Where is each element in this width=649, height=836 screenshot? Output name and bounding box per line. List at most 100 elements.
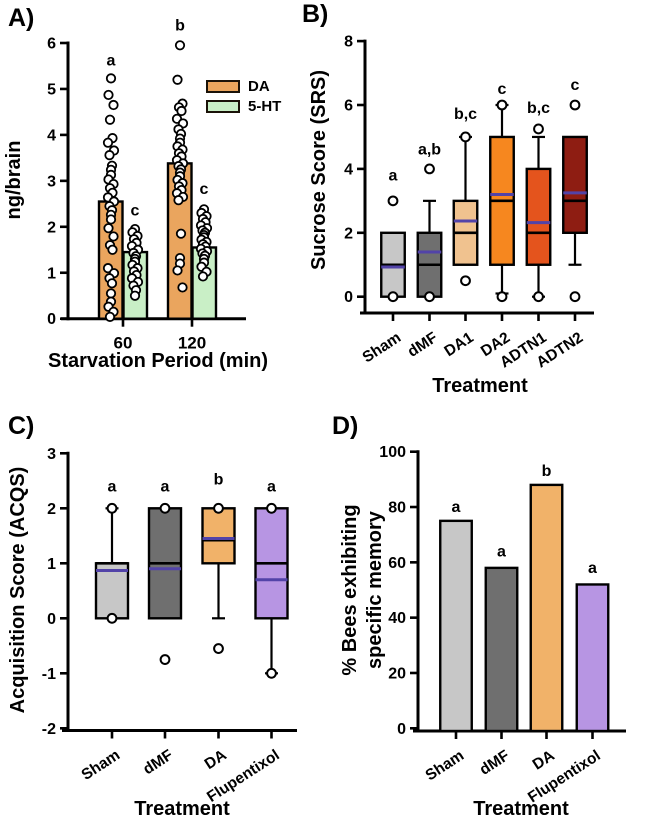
- outlier-point: [496, 99, 508, 111]
- box: [525, 167, 552, 266]
- y-tick-label: 5: [47, 81, 56, 98]
- outlier-point: [213, 643, 224, 654]
- x-tick-label: dMF: [140, 747, 176, 779]
- sig-letter: c: [571, 77, 580, 94]
- outlier-point: [533, 291, 544, 303]
- panel-b-xaxis-title: Treatment: [432, 375, 528, 397]
- y-tick-label: 6: [47, 36, 56, 53]
- x-tick-label: Sham: [423, 747, 468, 784]
- outlier-point: [106, 612, 118, 624]
- sig-letter: b,c: [454, 106, 477, 123]
- sig-letter: a: [452, 499, 461, 516]
- panel-c-letter: C): [8, 412, 35, 440]
- panel-c-yaxis-title: Acquisition Score (ACQS): [7, 466, 29, 714]
- panel-a-letter: A): [8, 4, 35, 32]
- x-tick-label: 60: [114, 334, 133, 353]
- legend-swatch-5ht: [206, 99, 240, 113]
- panel-c-xaxis-title: Treatment: [134, 798, 230, 820]
- scatter-point: [105, 73, 117, 84]
- y-tick-label: 1: [47, 265, 56, 282]
- scatter-point: [103, 89, 114, 101]
- outlier-point: [569, 99, 581, 111]
- y-tick-label: 20: [388, 665, 406, 682]
- panel-c: C) -2 -1 0 1 2 3 Sham dMF DA Flupentixol a a b a Acqu…: [0, 400, 330, 836]
- panel-b-yaxis-title: Sucrose Score (SRS): [308, 69, 330, 271]
- panel-d: D) 0 20 40 60 80 100 Sham dMF DA Flupentixol a a b a …: [330, 400, 649, 836]
- sig-letter: a: [389, 167, 398, 184]
- sig-letter: a: [497, 543, 506, 560]
- sig-letter: c: [200, 181, 209, 198]
- scatter-point: [129, 290, 141, 301]
- outlier-point: [213, 502, 224, 514]
- x-tick-label: DA: [530, 747, 558, 773]
- y-tick-label: 2: [47, 219, 56, 236]
- y-tick-label: 6: [344, 98, 353, 115]
- sig-letter: a: [107, 52, 116, 69]
- panel-d-yaxis-title: % Bees exhibiting specific memory: [339, 504, 386, 676]
- outlier-point: [266, 502, 277, 514]
- scatter-point: [176, 105, 187, 117]
- outlier-point: [159, 502, 171, 514]
- y-tick-label: 0: [47, 611, 56, 628]
- sig-letter: a: [161, 478, 170, 495]
- panel-a-xaxis-title: Starvation Period (min): [47, 350, 269, 372]
- legend-item-da: DA: [206, 76, 281, 96]
- scatter-point: [172, 265, 183, 276]
- y-tick-label: 0: [397, 721, 406, 738]
- scatter-point: [197, 271, 209, 282]
- y-tick-label: 2: [47, 501, 56, 518]
- sig-letter: a,b: [418, 142, 441, 159]
- x-tick-label: 120: [178, 334, 206, 353]
- sig-letter: a: [108, 478, 117, 495]
- outlier-point: [266, 667, 277, 679]
- bar: [575, 583, 610, 733]
- panel-b: B) 0 2 4 6 8 Sham dMF DA1 DA2 ADTN1 ADTN2 a a,b b,c c b…: [300, 0, 649, 400]
- scatter-point: [105, 214, 117, 225]
- scatter-point: [175, 228, 187, 239]
- outlier-point: [533, 123, 544, 135]
- outlier-point: [106, 502, 118, 514]
- panel-a-chart: 0 1 2 3 4 5 6 60 120 a b c c: [47, 18, 246, 353]
- x-tick-label: DA: [202, 747, 230, 773]
- y-tick-label: 4: [47, 127, 56, 144]
- scatter-point: [104, 311, 116, 322]
- scatter-point: [108, 99, 119, 111]
- y-tick-label: 0: [344, 289, 353, 306]
- outlier-point: [159, 654, 171, 665]
- scatter-point: [104, 114, 116, 125]
- x-tick-label: dMF: [405, 329, 441, 361]
- bar: [529, 483, 564, 733]
- outlier-point: [387, 291, 399, 303]
- scatter-point: [105, 288, 117, 299]
- bar: [484, 566, 519, 733]
- y-tick-label: 40: [388, 610, 406, 627]
- outlier-point: [496, 291, 508, 303]
- sig-letter: c: [498, 81, 507, 98]
- y-tick-label: -2: [42, 721, 56, 738]
- scatter-point: [108, 231, 119, 242]
- sig-letter: b: [175, 18, 185, 35]
- scatter-point: [177, 282, 188, 293]
- scatter-point: [174, 40, 186, 51]
- scatter-point: [102, 137, 114, 148]
- y-tick-label: 80: [388, 500, 406, 517]
- y-tick-label: 60: [388, 555, 406, 572]
- y-tick-label: 100: [379, 444, 406, 461]
- panel-a: A) 0 1 2 3 4 5 6 60 120 a b c c DA 5-HT ng/brain Sta…: [0, 0, 300, 400]
- bar: [439, 519, 473, 733]
- x-tick-label: DA1: [441, 329, 477, 360]
- box: [562, 135, 588, 234]
- panel-a-yaxis-title: ng/brain: [3, 140, 25, 220]
- outlier-point: [424, 163, 435, 175]
- legend-item-5ht: 5-HT: [206, 96, 281, 116]
- sig-letter: b,c: [527, 100, 550, 117]
- outlier-point: [460, 131, 471, 143]
- legend-label-5ht: 5-HT: [248, 97, 282, 115]
- y-tick-label: 3: [47, 446, 56, 463]
- panel-d-letter: D): [332, 412, 359, 440]
- box: [201, 507, 236, 565]
- sig-letter: a: [588, 560, 597, 577]
